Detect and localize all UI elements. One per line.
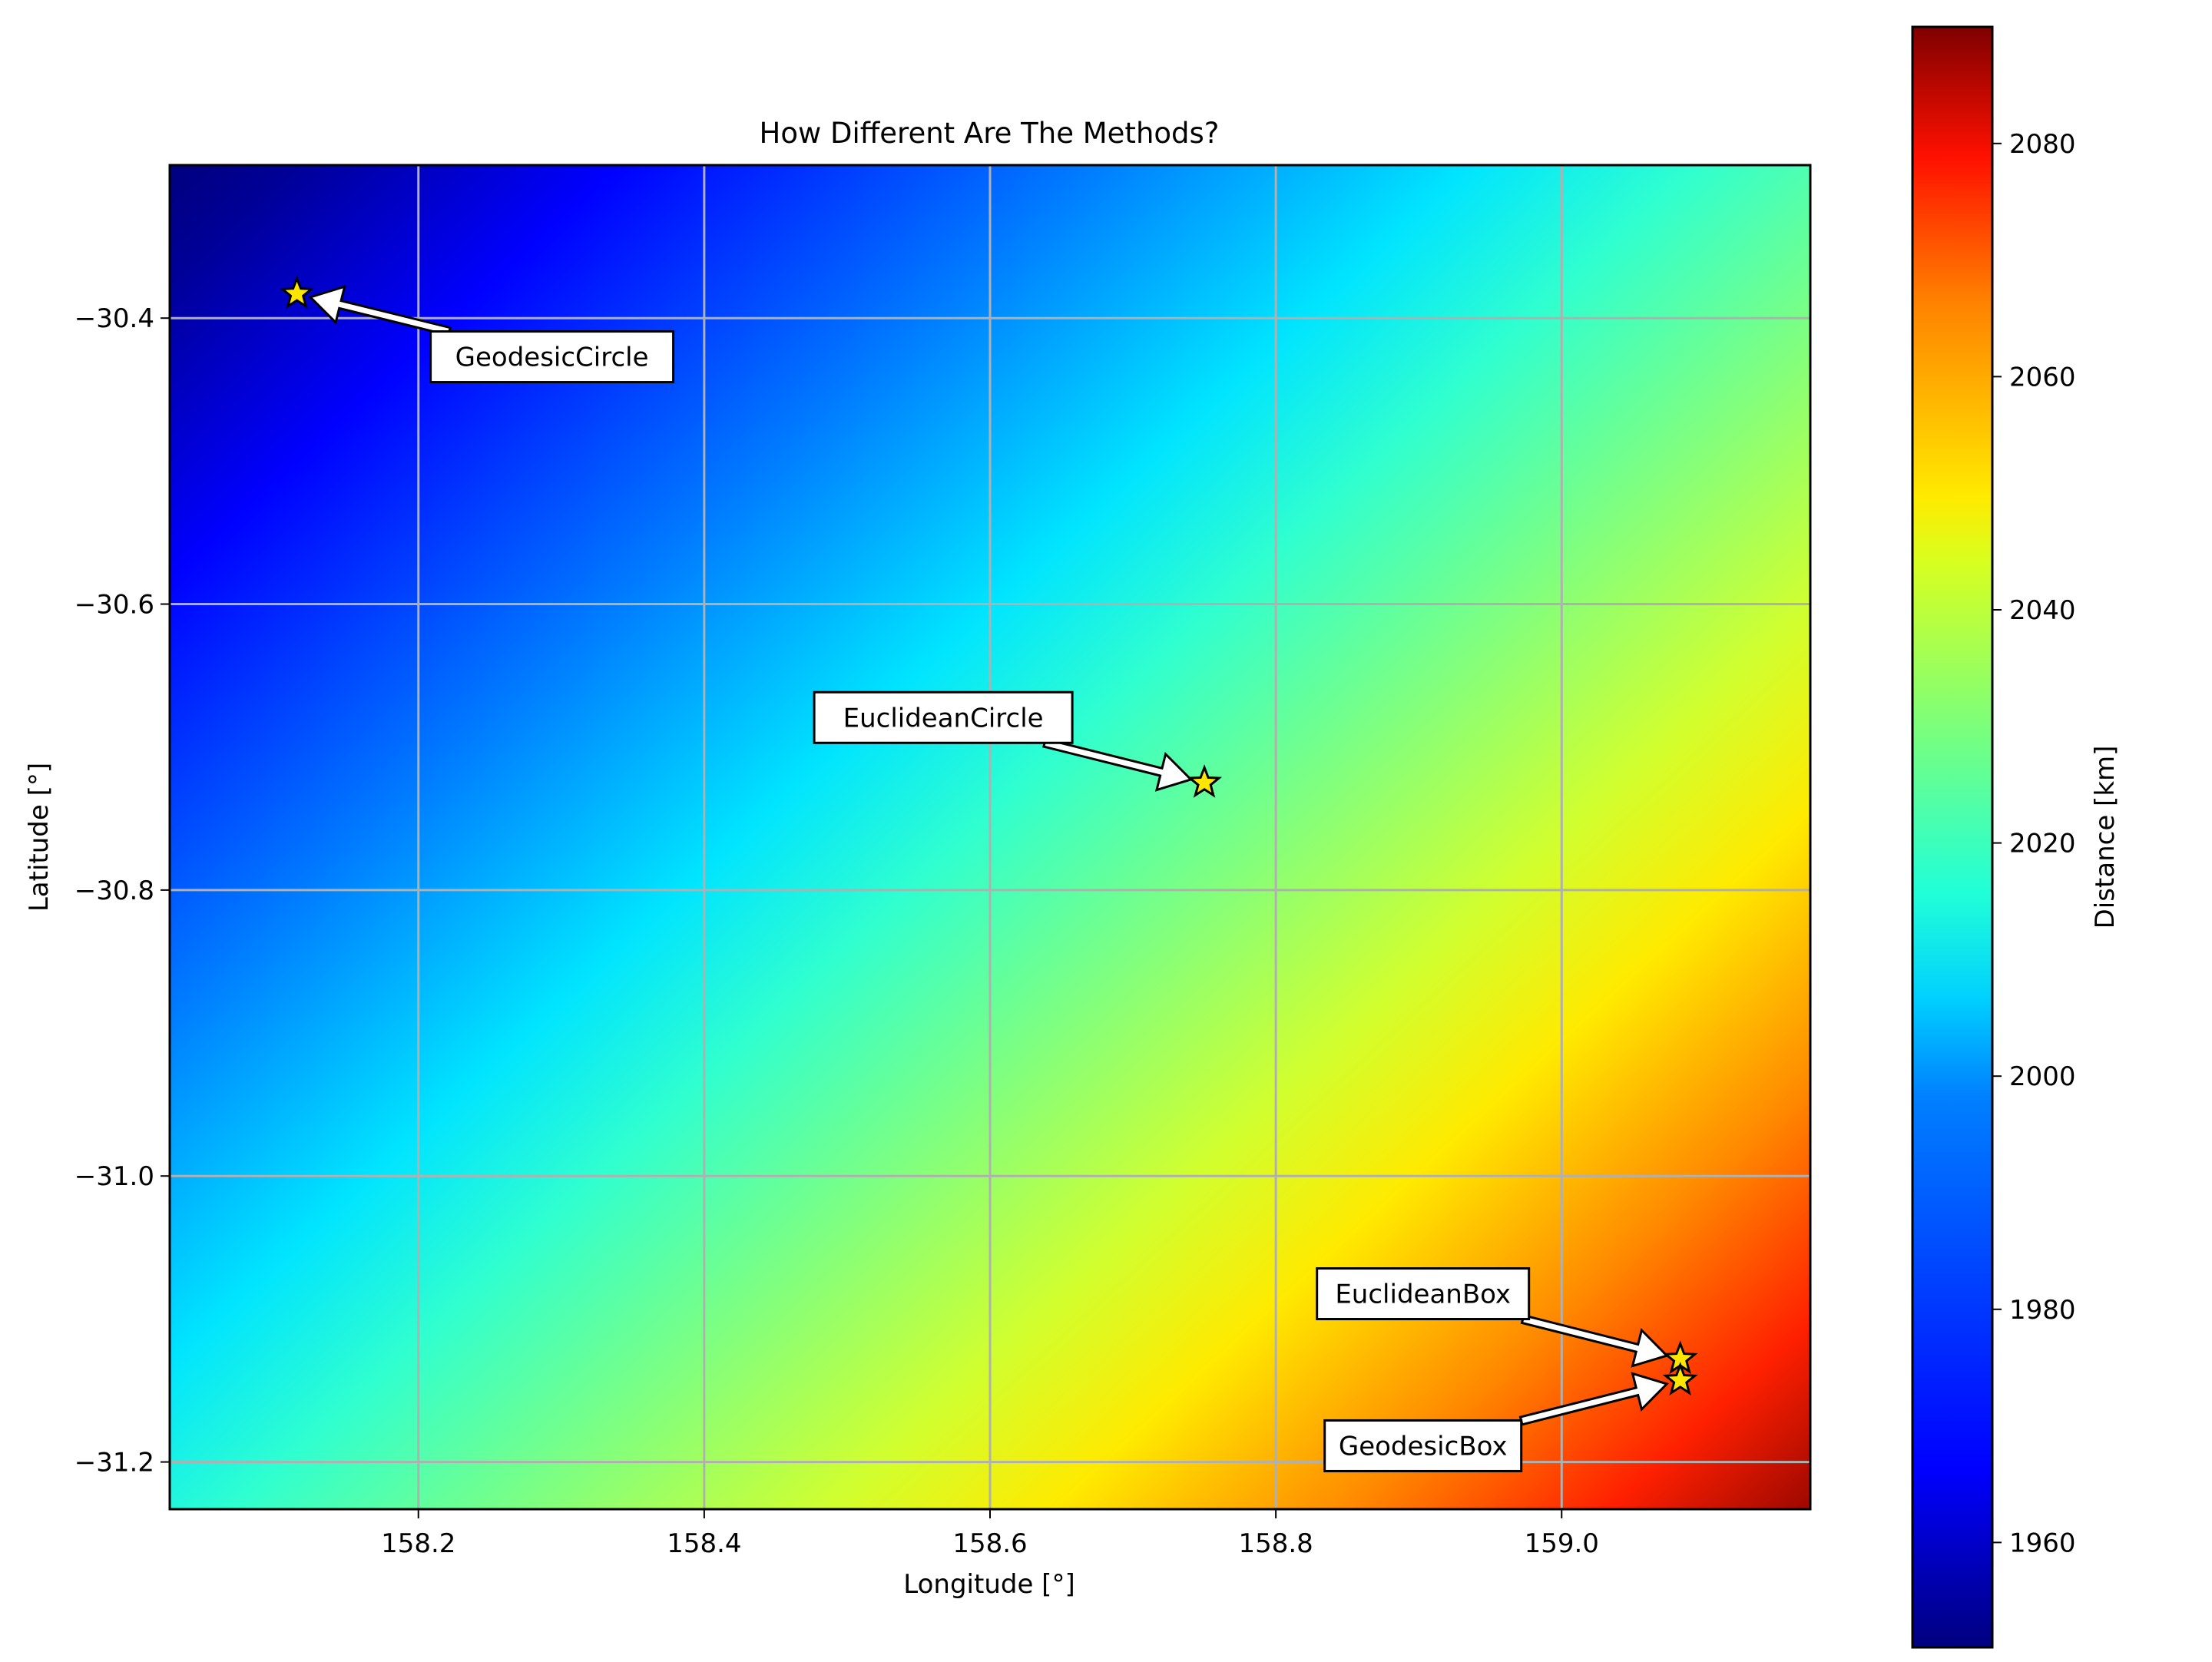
colorbar-tick-label: 1960 bbox=[2009, 1528, 2076, 1558]
y-axis-label: Latitude [°] bbox=[24, 763, 55, 912]
annotation-label: GeodesicBox bbox=[1339, 1431, 1508, 1462]
location-star-marker bbox=[279, 275, 315, 310]
colorbar-label: Distance [km] bbox=[2090, 746, 2121, 929]
x-tick-label: 158.4 bbox=[667, 1528, 741, 1559]
chart-title: How Different Are The Methods? bbox=[760, 117, 1220, 150]
y-tick-label: −31.2 bbox=[75, 1448, 154, 1478]
annotation-label-box bbox=[1323, 1419, 1523, 1472]
y-tick-label: −30.4 bbox=[75, 303, 154, 334]
colorbar bbox=[1911, 25, 1994, 1649]
annotation-arrow bbox=[1518, 1372, 1670, 1426]
annotation-arrow bbox=[1520, 1313, 1670, 1368]
x-axis-label: Longitude [°] bbox=[903, 1569, 1075, 1600]
y-tick-label: −31.0 bbox=[75, 1161, 154, 1192]
annotations: GeodesicCircle EuclideanCircle EuclideanBo… bbox=[279, 275, 1698, 1472]
location-star-marker bbox=[1662, 1362, 1698, 1396]
colorbar-tick-label: 2060 bbox=[2009, 362, 2076, 392]
annotation-label-box bbox=[429, 330, 675, 384]
colorbar-ticks: 1960 1980 2000 2020 2040 2060 2080 bbox=[1992, 129, 2076, 1558]
grid-lines bbox=[170, 165, 1810, 1509]
annotation-label: EuclideanBox bbox=[1335, 1280, 1511, 1310]
x-tick-label: 158.6 bbox=[952, 1528, 1027, 1559]
annotation-label-box bbox=[813, 690, 1074, 744]
annotation-label: GeodesicCircle bbox=[455, 343, 649, 373]
colorbar-tick-label: 2040 bbox=[2009, 595, 2076, 626]
annotation-label-box bbox=[1316, 1267, 1531, 1321]
location-star-marker bbox=[1187, 764, 1223, 798]
x-tick-label: 158.8 bbox=[1238, 1528, 1313, 1559]
x-tick-label: 159.0 bbox=[1525, 1528, 1599, 1559]
colorbar-tick-label: 1980 bbox=[2009, 1295, 2076, 1326]
colorbar-tick-label: 2080 bbox=[2009, 129, 2076, 160]
x-axis-ticks: 158.2 158.4 158.6 158.8 159.0 bbox=[381, 1509, 1599, 1559]
x-tick-label: 158.2 bbox=[381, 1528, 455, 1559]
annotation-label: EuclideanCircle bbox=[843, 703, 1044, 733]
colorbar-tick-label: 2020 bbox=[2009, 829, 2076, 859]
y-tick-label: −30.6 bbox=[75, 590, 154, 621]
y-tick-label: −30.8 bbox=[75, 876, 154, 906]
plot-frame bbox=[168, 164, 1812, 1511]
colorbar-tick-label: 2000 bbox=[2009, 1061, 2076, 1092]
y-axis-ticks: −30.4 −30.6 −30.8 −31.0 −31.2 bbox=[75, 303, 170, 1478]
